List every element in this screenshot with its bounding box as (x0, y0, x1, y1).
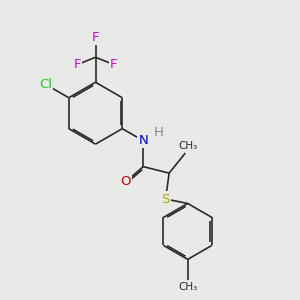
Text: Cl: Cl (39, 78, 52, 91)
Text: F: F (92, 31, 99, 44)
Text: S: S (161, 193, 170, 206)
Text: CH₃: CH₃ (178, 141, 197, 151)
Text: H: H (154, 126, 164, 139)
Text: F: F (74, 58, 81, 71)
Text: O: O (120, 176, 131, 188)
Text: F: F (110, 58, 118, 71)
Text: CH₃: CH₃ (178, 282, 197, 292)
Text: N: N (138, 134, 148, 147)
